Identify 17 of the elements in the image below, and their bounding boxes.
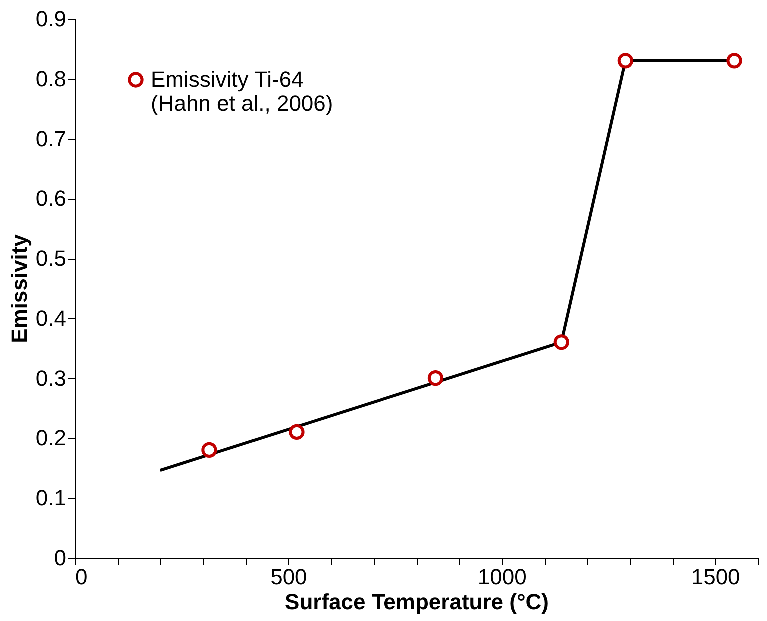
- y-tick-label: 0.8: [36, 66, 66, 92]
- y-tick-label: 0.3: [36, 366, 66, 391]
- x-tick-label: 0: [76, 564, 88, 590]
- y-tick-label: 0.4: [36, 306, 66, 331]
- x-tick-label: 500: [270, 564, 308, 590]
- y-tick-label: 0.6: [36, 186, 66, 212]
- legend-label: Emissivity Ti-64 (Hahn et al., 2006): [151, 67, 334, 116]
- y-tick-label: 0.7: [36, 126, 66, 152]
- y-tick-label: 0: [54, 546, 66, 570]
- x-axis-title: Surface Temperature (°C): [285, 590, 549, 614]
- x-tick-label: 1500: [691, 564, 740, 590]
- y-axis-title: Emissivity: [6, 234, 32, 344]
- y-tick-label: 0.9: [36, 6, 66, 32]
- y-tick-label: 0.5: [36, 246, 66, 272]
- x-tick-label: 1000: [478, 564, 527, 590]
- y-tick-label: 0.1: [36, 486, 66, 511]
- y-tick-label: 0.2: [36, 426, 66, 451]
